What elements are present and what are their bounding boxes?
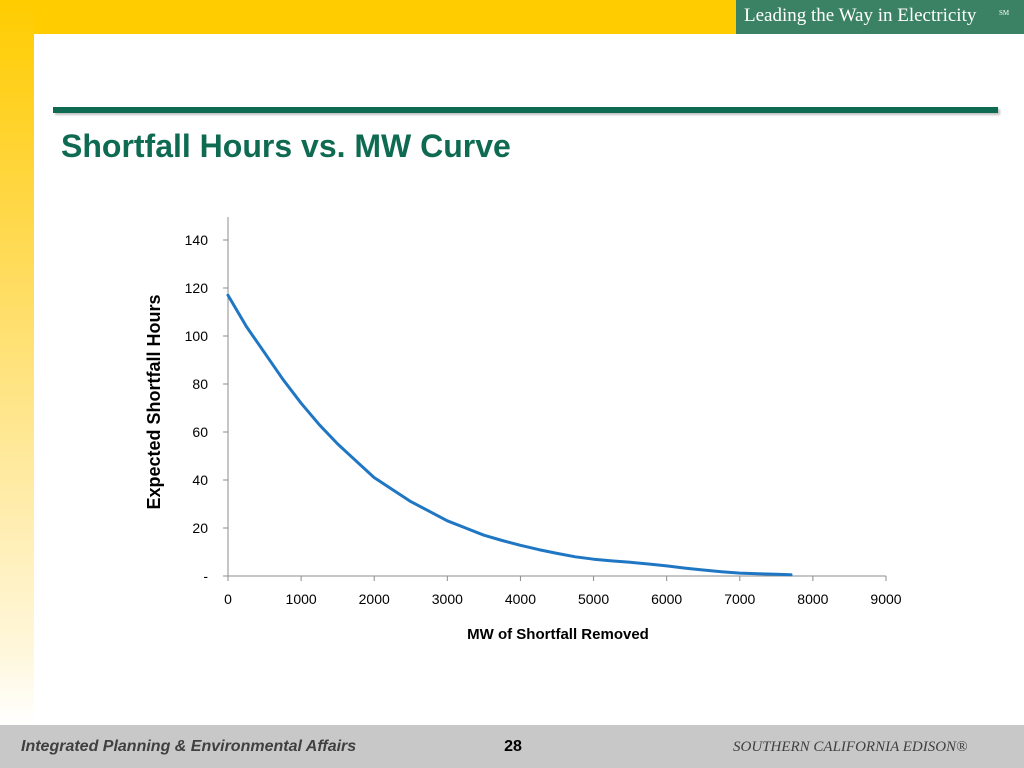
brand-banner	[736, 0, 1024, 34]
y-tick-label: 20	[192, 520, 208, 536]
left-accent-band	[0, 0, 34, 725]
x-tick-label: 9000	[870, 591, 901, 607]
x-tick-label: 3000	[432, 591, 463, 607]
footer-bar	[0, 725, 1024, 768]
brand-tagline: Leading the Way in Electricity	[744, 5, 977, 26]
page-number: 28	[504, 738, 522, 755]
x-tick-label: 7000	[724, 591, 755, 607]
y-tick-label: 80	[192, 376, 208, 392]
x-tick-label: 2000	[359, 591, 390, 607]
service-mark: SM	[999, 9, 1010, 17]
y-tick-label: 120	[185, 280, 209, 296]
series-layer	[226, 293, 793, 577]
y-axis-title: Expected Shortfall Hours	[144, 294, 164, 509]
x-tick-label: 1000	[286, 591, 317, 607]
x-tick-label: 8000	[797, 591, 828, 607]
x-tick-label: 0	[224, 591, 232, 607]
x-tick-label: 4000	[505, 591, 536, 607]
x-tick-label: 6000	[651, 591, 682, 607]
title-rule	[53, 107, 998, 113]
footer-company: SOUTHERN CALIFORNIA EDISON®	[733, 739, 968, 755]
series-line	[226, 293, 793, 577]
shortfall-chart: - 20 40 60 80 100 120 140 0 1000 2000 3000 4000 5000 6…	[144, 217, 902, 643]
footer-department: Integrated Planning & Environmental Affa…	[21, 738, 357, 755]
y-tick-label: 40	[192, 472, 208, 488]
axes-layer: - 20 40 60 80 100 120 140 0 1000 2000 3000 4000 5000 6…	[185, 217, 902, 607]
y-tick-label: 100	[185, 328, 209, 344]
x-tick-label: 5000	[578, 591, 609, 607]
y-tick-label: -	[203, 568, 208, 584]
x-axis-title: MW of Shortfall Removed	[467, 626, 649, 643]
y-tick-label: 60	[192, 424, 208, 440]
y-tick-label: 140	[185, 232, 209, 248]
page-title: Shortfall Hours vs. MW Curve	[61, 128, 511, 164]
